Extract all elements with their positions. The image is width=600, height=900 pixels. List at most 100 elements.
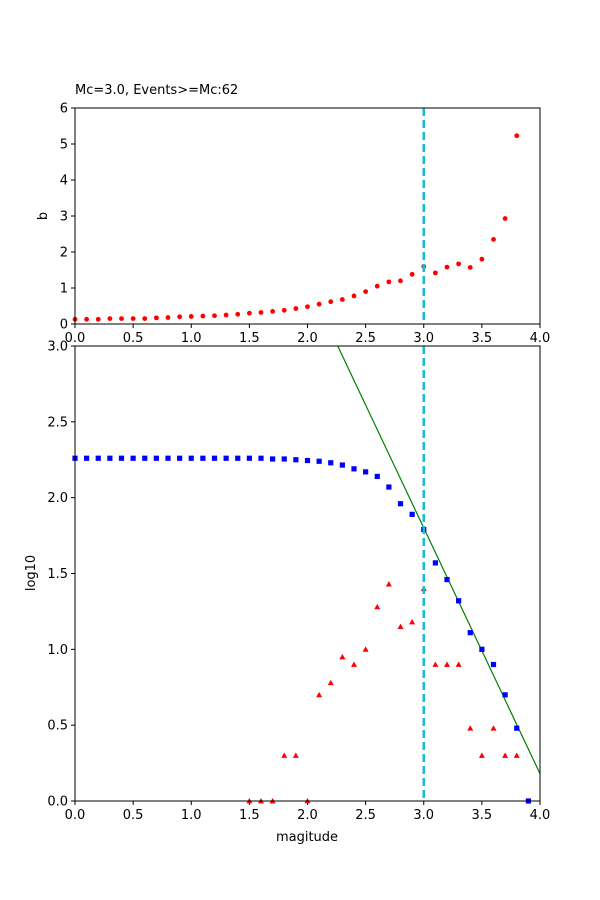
bottom-cumulative-point: [351, 466, 357, 472]
bottom-noncumulative-point: [432, 661, 439, 667]
top-x-tick-label: 2.5: [355, 331, 376, 346]
top-b-value-point: [386, 279, 392, 285]
bottom-x-tick-label: 0.0: [65, 808, 86, 823]
top-b-value-point: [200, 313, 206, 319]
top-b-value-point: [270, 309, 276, 314]
top-b-value-point: [223, 312, 229, 318]
top-b-value-point: [212, 313, 217, 319]
top-chart-title: Mc=3.0, Events>=Mc:62: [75, 83, 238, 98]
top-b-value-point: [374, 283, 380, 289]
bottom-cumulative-point: [339, 462, 345, 468]
bottom-cumulative-point: [142, 455, 148, 461]
top-b-value-point: [479, 256, 485, 262]
bottom-cumulative-point: [514, 725, 520, 731]
bottom-cumulative-point: [200, 455, 206, 461]
top-y-tick-label: 6: [60, 102, 68, 117]
bottom-cumulative-point: [328, 460, 334, 466]
bottom-cumulative-point: [386, 484, 392, 490]
bottom-noncumulative-point: [467, 725, 474, 731]
top-b-value-point: [456, 261, 462, 267]
bottom-noncumulative-point: [444, 661, 450, 667]
bottom-y-tick-label: 2.0: [47, 491, 68, 506]
bottom-cumulative-point: [409, 511, 415, 517]
top-y-tick-label: 3: [60, 210, 68, 225]
bottom-cumulative-point: [107, 455, 113, 461]
bottom-x-tick-label: 4.0: [530, 808, 551, 823]
top-b-value-point: [258, 310, 264, 315]
top-chart-ylabel: b: [36, 212, 51, 220]
bottom-noncumulative-point: [374, 603, 381, 610]
bottom-cumulative-point: [118, 455, 125, 461]
bottom-x-tick-label: 0.5: [123, 808, 144, 823]
bottom-y-tick-label: 1.5: [47, 567, 68, 582]
top-b-value-point: [339, 297, 345, 302]
top-x-tick-label: 4.0: [530, 331, 551, 346]
top-x-tick-label: 1.5: [239, 331, 260, 346]
bottom-chart-xlabel: magitude: [276, 830, 338, 845]
bottom-cumulative-point: [467, 630, 473, 636]
top-b-value-point: [316, 301, 322, 307]
top-b-value-point: [119, 316, 124, 321]
bottom-cumulative-point: [223, 455, 229, 461]
bottom-x-tick-label: 2.5: [355, 808, 376, 823]
top-x-tick-label: 0.0: [65, 331, 86, 346]
bottom-noncumulative-point: [316, 691, 323, 698]
bottom-cumulative-point: [293, 457, 299, 463]
bottom-cumulative-point: [363, 469, 369, 475]
bottom-y-tick-label: 0.5: [47, 719, 68, 734]
bottom-x-tick-label: 1.5: [239, 808, 260, 823]
bottom-cumulative-point: [84, 455, 90, 461]
top-b-value-point: [235, 311, 241, 317]
top-b-value-point: [409, 271, 415, 277]
bottom-cumulative-point: [397, 501, 404, 507]
top-b-value-point: [398, 278, 403, 284]
top-y-tick-label: 0: [60, 318, 68, 333]
bottom-cumulative-point: [235, 455, 241, 461]
bottom-cumulative-point: [246, 455, 252, 461]
bottom-noncumulative-point: [502, 752, 509, 758]
bottom-cumulative-point: [165, 455, 171, 461]
bottom-noncumulative-point: [339, 653, 346, 660]
bottom-cumulative-point: [316, 458, 322, 464]
bottom-noncumulative-point: [455, 661, 462, 667]
bottom-noncumulative-point: [281, 752, 288, 758]
bottom-cumulative-point: [432, 560, 438, 566]
bottom-chart-ylabel: log10: [24, 555, 39, 591]
bottom-marks: [337, 346, 540, 774]
top-x-tick-label: 0.5: [123, 331, 144, 346]
bottom-noncumulative-point: [397, 623, 404, 629]
bottom-noncumulative-point: [490, 725, 497, 731]
top-x-tick-label: 1.0: [181, 331, 202, 346]
bottom-cumulative-point: [304, 457, 311, 464]
bottom-noncumulative-point: [385, 581, 392, 587]
top-y-tick-label: 4: [60, 174, 68, 189]
top-b-value-point: [363, 289, 369, 294]
bottom-noncumulative-point: [362, 646, 369, 652]
bottom-cumulative-point: [177, 455, 183, 461]
top-b-value-point: [84, 316, 90, 322]
top-b-value-point: [351, 293, 357, 299]
bottom-cumulative-point: [374, 473, 380, 480]
bottom-y-tick-label: 3.0: [47, 340, 68, 355]
bottom-cumulative-point: [153, 455, 159, 461]
top-b-value-point: [467, 265, 473, 270]
top-x-tick-label: 3.5: [472, 331, 493, 346]
bottom-cumulative-point: [456, 598, 462, 604]
top-b-value-point: [177, 314, 183, 320]
top-b-value-point: [432, 270, 438, 276]
top-chart-plot-area: 0.0 0.5 1.0 1.5 2.0 2.5 3.0 3.5 4.0 0 1 2 3 4 5 6: [60, 102, 551, 347]
bottom-y-tick-label: 0.0: [47, 795, 68, 810]
top-b-value-point: [95, 316, 101, 322]
bottom-x-tick-label: 3.0: [413, 808, 434, 823]
bottom-y-tick-label: 1.0: [47, 643, 68, 658]
top-b-value-point: [246, 310, 252, 316]
top-b-value-point: [188, 314, 194, 319]
bottom-x-tick-label: 1.0: [181, 808, 202, 823]
top-b-value-point: [444, 264, 450, 270]
bottom-noncumulative-point: [351, 661, 357, 667]
top-y-tick-label: 1: [60, 282, 68, 297]
bottom-noncumulative-point: [292, 752, 299, 758]
bottom-chart-frame: [74, 345, 541, 802]
